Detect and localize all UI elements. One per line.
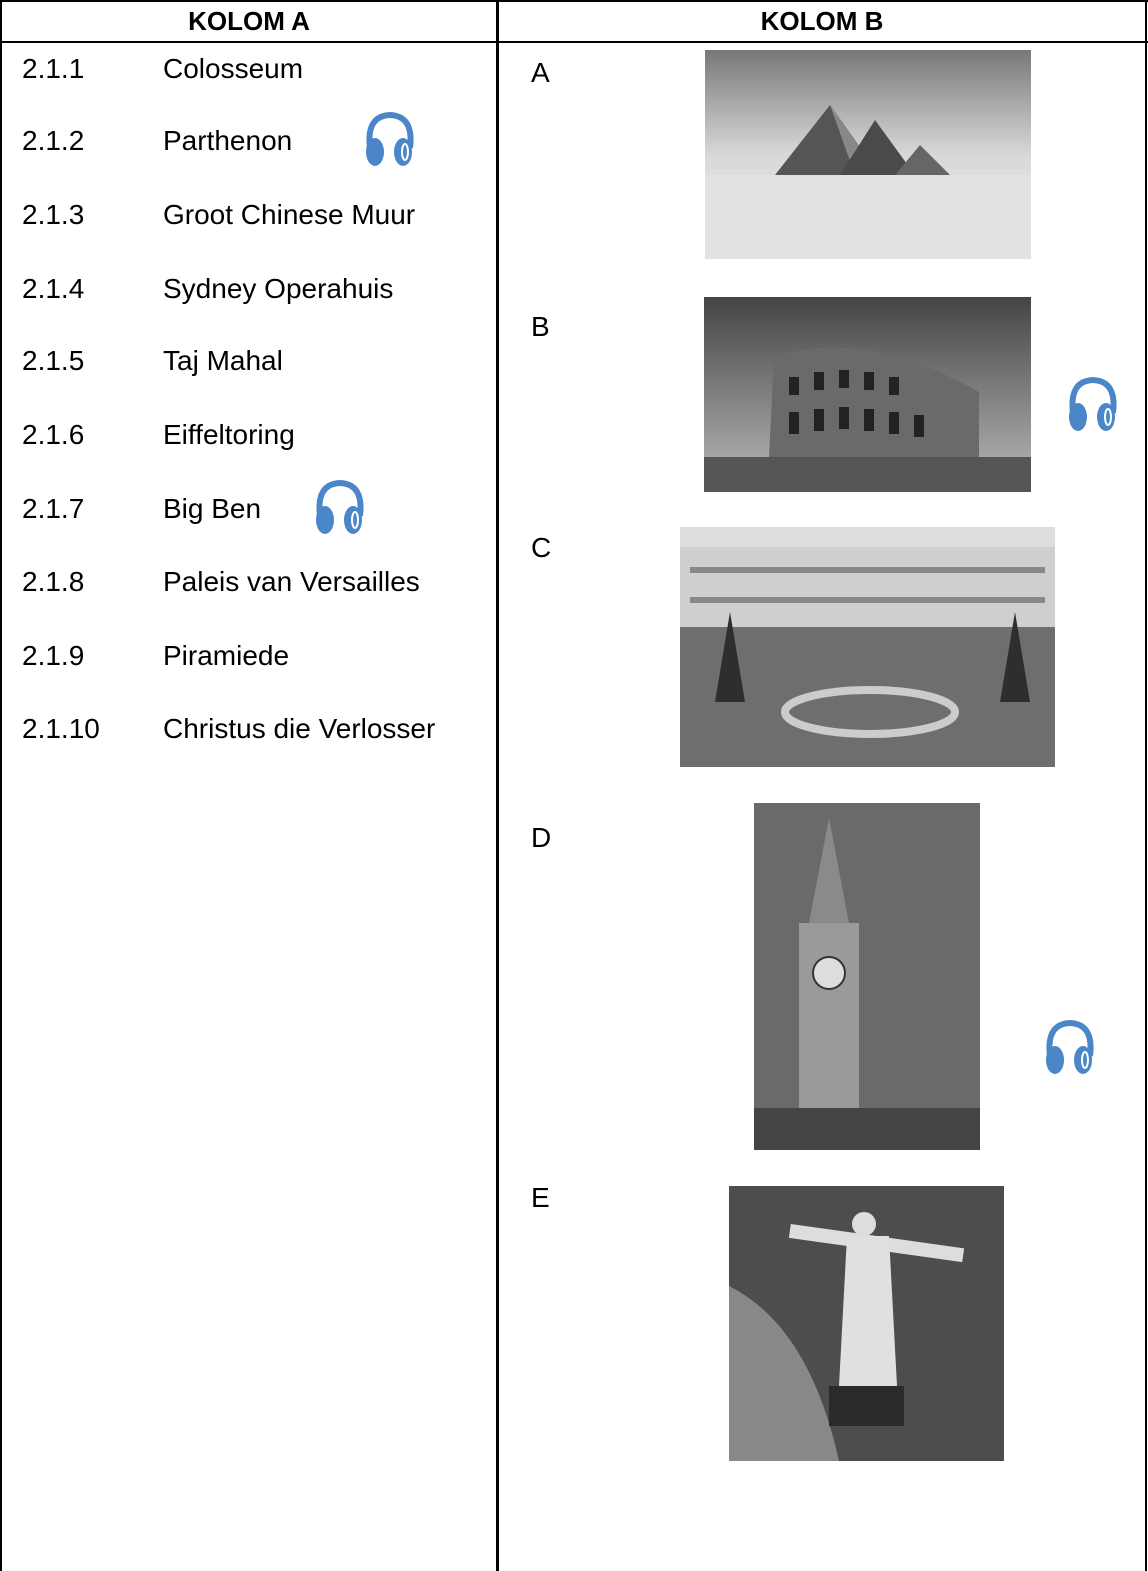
table-border bbox=[0, 41, 1148, 43]
item-label: Colosseum bbox=[163, 53, 304, 84]
option-letter: A bbox=[531, 57, 550, 88]
table-border bbox=[0, 0, 1148, 2]
item-label: Taj Mahal bbox=[163, 345, 283, 376]
versailles-image bbox=[680, 527, 1055, 767]
table-border bbox=[496, 0, 499, 1571]
item-label: Eiffeltoring bbox=[163, 419, 295, 450]
item-number: 2.1.4 bbox=[22, 273, 85, 304]
christ-redeemer-image bbox=[729, 1186, 1004, 1461]
item-label: Paleis van Versailles bbox=[163, 566, 420, 597]
item-label: Christus die Verlosser bbox=[163, 713, 436, 744]
table-border bbox=[0, 0, 2, 1571]
audio-icon[interactable] bbox=[1042, 1018, 1098, 1078]
option-letter: E bbox=[531, 1182, 550, 1213]
big-ben-image bbox=[754, 803, 980, 1150]
audio-icon[interactable] bbox=[312, 478, 368, 538]
item-number: 2.1.10 bbox=[22, 713, 100, 744]
option-letter: D bbox=[531, 822, 552, 853]
item-number: 2.1.3 bbox=[22, 199, 85, 230]
audio-icon[interactable] bbox=[362, 110, 418, 170]
item-number: 2.1.8 bbox=[22, 566, 85, 597]
column-header: KOLOM A bbox=[188, 6, 310, 36]
table-border bbox=[1145, 0, 1147, 1571]
item-number: 2.1.5 bbox=[22, 345, 85, 376]
item-label: Sydney Operahuis bbox=[163, 273, 394, 304]
item-number: 2.1.9 bbox=[22, 640, 85, 671]
pyramids-image bbox=[705, 50, 1031, 259]
option-letter: C bbox=[531, 532, 552, 563]
item-label: Groot Chinese Muur bbox=[163, 199, 416, 230]
item-label: Parthenon bbox=[163, 125, 293, 156]
item-number: 2.1.2 bbox=[22, 125, 85, 156]
item-label: Big Ben bbox=[163, 493, 262, 524]
item-number: 2.1.1 bbox=[22, 53, 85, 84]
item-label: Piramiede bbox=[163, 640, 290, 671]
item-number: 2.1.6 bbox=[22, 419, 85, 450]
colosseum-image bbox=[704, 297, 1031, 492]
item-number: 2.1.7 bbox=[22, 493, 85, 524]
audio-icon[interactable] bbox=[1065, 375, 1121, 435]
column-header: KOLOM B bbox=[760, 6, 884, 36]
option-letter: B bbox=[531, 311, 550, 342]
